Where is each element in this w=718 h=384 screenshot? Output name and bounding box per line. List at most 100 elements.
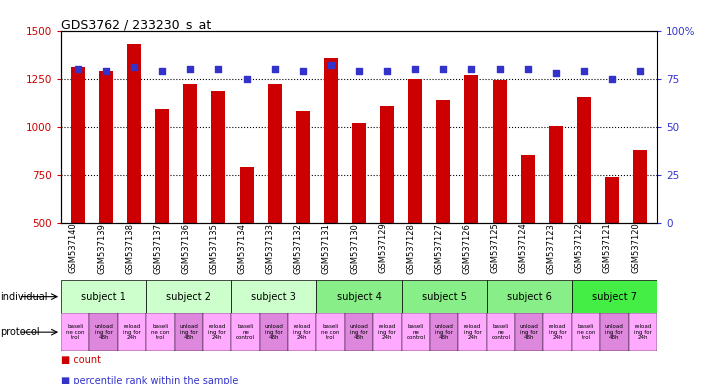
Text: reload
ing for
24h: reload ing for 24h — [634, 324, 652, 341]
Point — [606, 76, 617, 82]
Text: subject 7: subject 7 — [592, 291, 637, 302]
Bar — [240, 167, 253, 223]
Text: unload
ing for
48h: unload ing for 48h — [434, 324, 454, 341]
Bar — [572, 313, 600, 351]
Text: GDS3762 / 233230_s_at: GDS3762 / 233230_s_at — [61, 18, 211, 31]
Bar — [317, 313, 345, 351]
Text: reload
ing for
24h: reload ing for 24h — [208, 324, 226, 341]
Text: GSM537129: GSM537129 — [378, 223, 387, 273]
Text: ■ percentile rank within the sample: ■ percentile rank within the sample — [61, 376, 238, 384]
Text: GSM537132: GSM537132 — [294, 223, 303, 273]
Point — [494, 66, 505, 72]
Bar — [605, 177, 619, 223]
Bar — [99, 71, 113, 223]
Bar — [465, 75, 478, 223]
Bar — [577, 97, 591, 223]
Point — [101, 68, 112, 74]
Text: individual: individual — [0, 291, 47, 302]
Point — [466, 66, 477, 72]
Bar — [146, 313, 174, 351]
Bar — [146, 280, 231, 313]
Bar — [600, 313, 628, 351]
Bar — [118, 313, 146, 351]
Text: baseli
ne con
trol: baseli ne con trol — [66, 324, 85, 341]
Bar — [61, 280, 146, 313]
Bar — [487, 280, 572, 313]
Point — [550, 70, 561, 76]
Bar — [628, 313, 657, 351]
Point — [185, 66, 196, 72]
Point — [157, 68, 168, 74]
Bar — [633, 150, 647, 223]
Bar — [373, 313, 401, 351]
Text: unload
ing for
48h: unload ing for 48h — [264, 324, 284, 341]
Text: baseli
ne
control: baseli ne control — [491, 324, 510, 341]
Text: GSM537122: GSM537122 — [575, 223, 584, 273]
Text: reload
ing for
24h: reload ing for 24h — [378, 324, 396, 341]
Point — [325, 62, 337, 68]
Bar — [549, 126, 563, 223]
Bar — [572, 280, 657, 313]
Text: GSM537126: GSM537126 — [462, 223, 472, 273]
Bar — [409, 79, 422, 223]
Text: baseli
ne
control: baseli ne control — [406, 324, 425, 341]
Text: reload
ing for
24h: reload ing for 24h — [549, 324, 567, 341]
Bar — [521, 155, 535, 223]
Text: reload
ing for
24h: reload ing for 24h — [123, 324, 141, 341]
Bar — [430, 313, 458, 351]
Text: unload
ing for
48h: unload ing for 48h — [94, 324, 113, 341]
Point — [522, 66, 533, 72]
Text: baseli
ne
control: baseli ne control — [236, 324, 255, 341]
Bar — [401, 280, 487, 313]
Text: baseli
ne con
trol: baseli ne con trol — [577, 324, 595, 341]
Text: GSM537135: GSM537135 — [210, 223, 218, 273]
Text: GSM537138: GSM537138 — [125, 223, 134, 274]
Bar — [231, 280, 317, 313]
Text: GSM537133: GSM537133 — [266, 223, 275, 274]
Text: baseli
ne con
trol: baseli ne con trol — [322, 324, 340, 341]
Text: GSM537140: GSM537140 — [69, 223, 78, 273]
Text: unload
ing for
48h: unload ing for 48h — [180, 324, 198, 341]
Bar — [231, 313, 260, 351]
Bar — [268, 84, 281, 223]
Text: subject 1: subject 1 — [81, 291, 126, 302]
Bar — [174, 313, 203, 351]
Point — [297, 68, 309, 74]
Text: GSM537125: GSM537125 — [490, 223, 500, 273]
Bar — [260, 313, 288, 351]
Text: baseli
ne con
trol: baseli ne con trol — [151, 324, 169, 341]
Text: GSM537127: GSM537127 — [434, 223, 443, 273]
Text: GSM537124: GSM537124 — [518, 223, 528, 273]
Text: subject 5: subject 5 — [421, 291, 467, 302]
Text: subject 4: subject 4 — [337, 291, 381, 302]
Bar — [61, 313, 90, 351]
Text: GSM537134: GSM537134 — [238, 223, 246, 273]
Text: reload
ing for
24h: reload ing for 24h — [294, 324, 311, 341]
Bar — [155, 109, 169, 223]
Point — [241, 76, 252, 82]
Point — [635, 68, 646, 74]
Text: GSM537128: GSM537128 — [406, 223, 415, 273]
Bar — [437, 100, 450, 223]
Point — [269, 66, 281, 72]
Text: unload
ing for
48h: unload ing for 48h — [605, 324, 624, 341]
Bar — [296, 111, 309, 223]
Bar — [288, 313, 317, 351]
Bar — [458, 313, 487, 351]
Point — [578, 68, 589, 74]
Text: unload
ing for
48h: unload ing for 48h — [520, 324, 538, 341]
Point — [213, 66, 224, 72]
Bar — [380, 106, 394, 223]
Bar — [401, 313, 430, 351]
Bar — [544, 313, 572, 351]
Bar — [317, 280, 401, 313]
Bar — [345, 313, 373, 351]
Text: protocol: protocol — [0, 327, 39, 337]
Bar — [515, 313, 544, 351]
Bar — [493, 80, 507, 223]
Bar — [203, 313, 231, 351]
Point — [381, 68, 393, 74]
Point — [129, 64, 140, 70]
Text: GSM537121: GSM537121 — [603, 223, 612, 273]
Bar — [211, 91, 225, 223]
